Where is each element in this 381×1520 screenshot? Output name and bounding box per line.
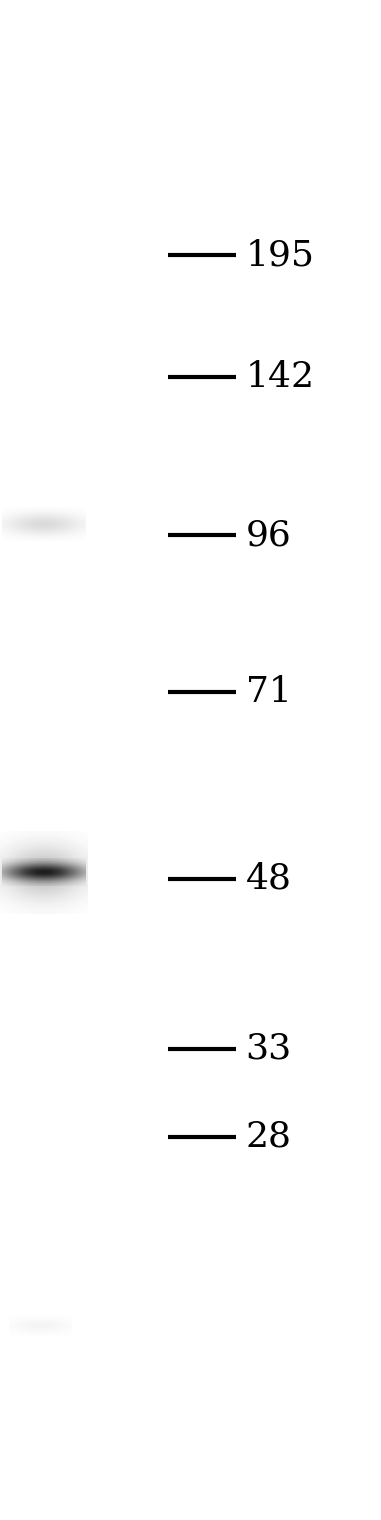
Text: 71: 71 (246, 675, 291, 708)
Text: 195: 195 (246, 239, 315, 272)
Text: 96: 96 (246, 518, 291, 552)
Text: 142: 142 (246, 360, 315, 394)
Text: 33: 33 (246, 1032, 292, 1066)
Text: 28: 28 (246, 1120, 292, 1154)
Text: 48: 48 (246, 862, 292, 895)
